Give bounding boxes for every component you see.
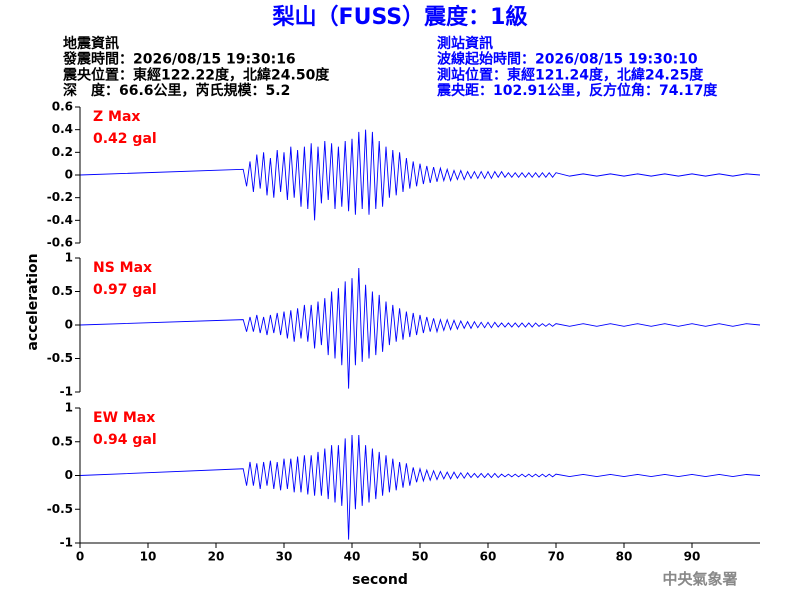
- max-annotation: NS Max: [93, 260, 152, 276]
- y-tick-label: 0.2: [52, 145, 73, 159]
- y-tick-label: -0.2: [47, 190, 73, 204]
- y-tick-label: 0: [65, 468, 73, 482]
- station-info: 震央距：102.91公里，反方位角：74.17度: [436, 82, 718, 99]
- y-tick-label: 1: [65, 401, 73, 415]
- x-tick-label: 80: [616, 550, 633, 564]
- y-tick-label: -1: [60, 536, 73, 550]
- y-tick-label: 0: [65, 318, 73, 332]
- x-tick-label: 90: [684, 550, 701, 564]
- y-tick-label: 1: [65, 251, 73, 265]
- station-info: 測站資訊: [437, 35, 493, 52]
- y-tick-label: -0.6: [47, 236, 73, 250]
- y-tick-label: -0.4: [47, 213, 73, 227]
- title: 梨山（FUSS）震度：1級: [273, 4, 528, 30]
- y-tick-label: 0.5: [52, 434, 73, 448]
- x-tick-label: 20: [208, 550, 225, 564]
- x-axis-label: second: [352, 572, 408, 588]
- max-annotation: Z Max: [93, 109, 140, 125]
- y-tick-label: 0.6: [52, 100, 73, 114]
- y-tick-label: 0.5: [52, 284, 73, 298]
- max-annotation: 0.97 gal: [93, 282, 157, 298]
- y-tick-label: -1: [60, 385, 73, 399]
- x-tick-label: 30: [276, 550, 293, 564]
- y-tick-label: -0.5: [47, 351, 73, 365]
- waveform: [79, 434, 761, 540]
- station-info: 測站位置：東經121.24度，北緯24.25度: [437, 66, 704, 83]
- y-tick-label: -0.5: [47, 502, 73, 516]
- event-info: 震央位置：東經122.22度，北緯24.50度: [62, 66, 330, 83]
- max-annotation: EW Max: [93, 410, 155, 426]
- y-tick-label: 0: [65, 168, 73, 182]
- y-axis-label: acceleration: [25, 253, 41, 350]
- max-annotation: 0.94 gal: [93, 432, 157, 448]
- x-tick-label: 0: [76, 550, 84, 564]
- station-info: 波線起始時間：2026/08/15 19:30:10: [437, 51, 698, 68]
- x-tick-label: 50: [412, 550, 429, 564]
- x-tick-label: 60: [480, 550, 497, 564]
- event-info: 發震時間：2026/08/15 19:30:16: [62, 51, 296, 68]
- event-info: 地震資訊: [63, 35, 119, 52]
- x-tick-label: 70: [548, 550, 565, 564]
- x-tick-label: 10: [140, 550, 157, 564]
- event-info: 深 度：66.6公里，芮氏規模：5.2: [63, 82, 290, 99]
- waveform: [79, 268, 761, 389]
- x-tick-label: 40: [344, 550, 361, 564]
- credit: 中央氣象署: [662, 570, 737, 588]
- max-annotation: 0.42 gal: [93, 131, 157, 147]
- waveform: [79, 129, 761, 221]
- y-tick-label: 0.4: [52, 122, 73, 136]
